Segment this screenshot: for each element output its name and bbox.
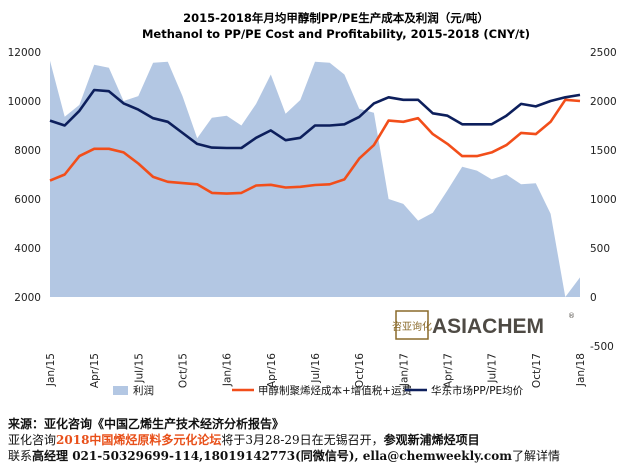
y-left-tick-label: 2000 xyxy=(14,292,41,304)
chart-title: 2015-2018年月均甲醇制PP/PE生产成本及利润（元/吨） xyxy=(183,11,489,25)
footer-forum: 亚化咨询2018中国烯烃原料多元化论坛将于3月28-29日在无锡召开，参观新浦烯… xyxy=(8,432,480,448)
x-tick-label: Apr/15 xyxy=(89,353,101,388)
x-tick-label: Oct/17 xyxy=(531,353,543,388)
footer-forum-prefix: 亚化咨询 xyxy=(8,433,57,447)
legend-label-profit: 利润 xyxy=(133,384,154,397)
y-left-tick-label: 4000 xyxy=(14,243,41,255)
legend-label-cost: 甲醇制聚烯烃成本+增值税+运费 xyxy=(258,384,412,397)
footer-source-text: 来源：亚化咨询《中国乙烯生产技术经济分析报告》 xyxy=(8,417,285,431)
y-right-tick-label: 1000 xyxy=(590,194,617,206)
legend-swatch-profit xyxy=(113,386,128,395)
y-right-tick-label: 1500 xyxy=(590,145,617,157)
x-tick-label: Apr/16 xyxy=(266,353,278,388)
y-right-tick-label: 2500 xyxy=(590,47,617,59)
y-left-tick-label: 10000 xyxy=(8,96,41,108)
y-right-tick-label: 2000 xyxy=(590,96,617,108)
footer-contact: 联系高经理 021-50329699-114,18019142773(同微信号)… xyxy=(8,448,560,464)
y-right-tick-label: 0 xyxy=(590,292,597,304)
y-left-tick-label: 8000 xyxy=(14,145,41,157)
x-tick-label: Jul/15 xyxy=(133,353,145,384)
watermark-seal-text: 咨亚询化 xyxy=(392,320,432,333)
chart-subtitle: Methanol to PP/PE Cost and Profitability… xyxy=(142,27,530,41)
series-area-profit xyxy=(50,60,580,297)
y-left-tick-label: 6000 xyxy=(14,194,41,206)
x-tick-label: Jan/18 xyxy=(575,353,587,387)
series-line-2 xyxy=(49,88,581,150)
watermark-registered: ® xyxy=(568,312,575,320)
watermark-seal xyxy=(395,310,429,340)
x-tick-label: Jan/17 xyxy=(398,353,410,387)
y-axis-right-ticks: -500 0 500 1000 1500 2000 2500 xyxy=(590,47,617,353)
footer-source: 来源：亚化咨询《中国乙烯生产技术经济分析报告》 xyxy=(8,416,284,432)
x-tick-label: Oct/16 xyxy=(354,353,366,388)
asiachem-watermark: 咨亚询化 ASIACHEM ® xyxy=(392,310,575,340)
y-left-tick-label: 12000 xyxy=(8,47,41,59)
watermark-text: ASIACHEM xyxy=(432,315,544,338)
legend-label-price: 华东市场PP/PE均价 xyxy=(431,384,524,397)
chart: 2015-2018年月均甲醇制PP/PE生产成本及利润（元/吨） Methano… xyxy=(8,11,617,397)
x-tick-label: Jan/15 xyxy=(45,353,57,387)
x-axis-ticks: Jan/15 Apr/15 Jul/15 Oct/15 Jan/16 Apr/16 Jul/… xyxy=(45,353,587,388)
footer-forum-name: 2018中国烯烃原料多元化论坛 xyxy=(56,433,222,447)
x-tick-label: Apr/17 xyxy=(443,353,455,388)
x-tick-label: Oct/15 xyxy=(178,353,190,388)
footer-forum-date: 将于3月28-29日在无锡召开， xyxy=(221,433,384,447)
y-right-tick-label: -500 xyxy=(590,341,614,353)
x-tick-label: Jul/17 xyxy=(487,353,499,384)
y-axis-left-ticks: 2000 4000 6000 8000 10000 12000 xyxy=(8,47,41,304)
x-tick-label: Jan/16 xyxy=(222,353,234,387)
footer-contact-suffix: 了解详情 xyxy=(511,449,560,463)
plot-area xyxy=(49,60,581,297)
footer-forum-visit: 参观新浦烯烃项目 xyxy=(383,433,480,447)
footer-contact-details: 高经理 021-50329699-114,18019142773(同微信号), … xyxy=(32,449,512,463)
footer-contact-prefix: 联系 xyxy=(8,449,33,463)
x-tick-label: Jul/16 xyxy=(310,353,322,384)
y-right-tick-label: 500 xyxy=(590,243,610,255)
legend: 利润 甲醇制聚烯烃成本+增值税+运费 华东市场PP/PE均价 xyxy=(113,384,524,397)
series-line-1 xyxy=(49,98,581,195)
